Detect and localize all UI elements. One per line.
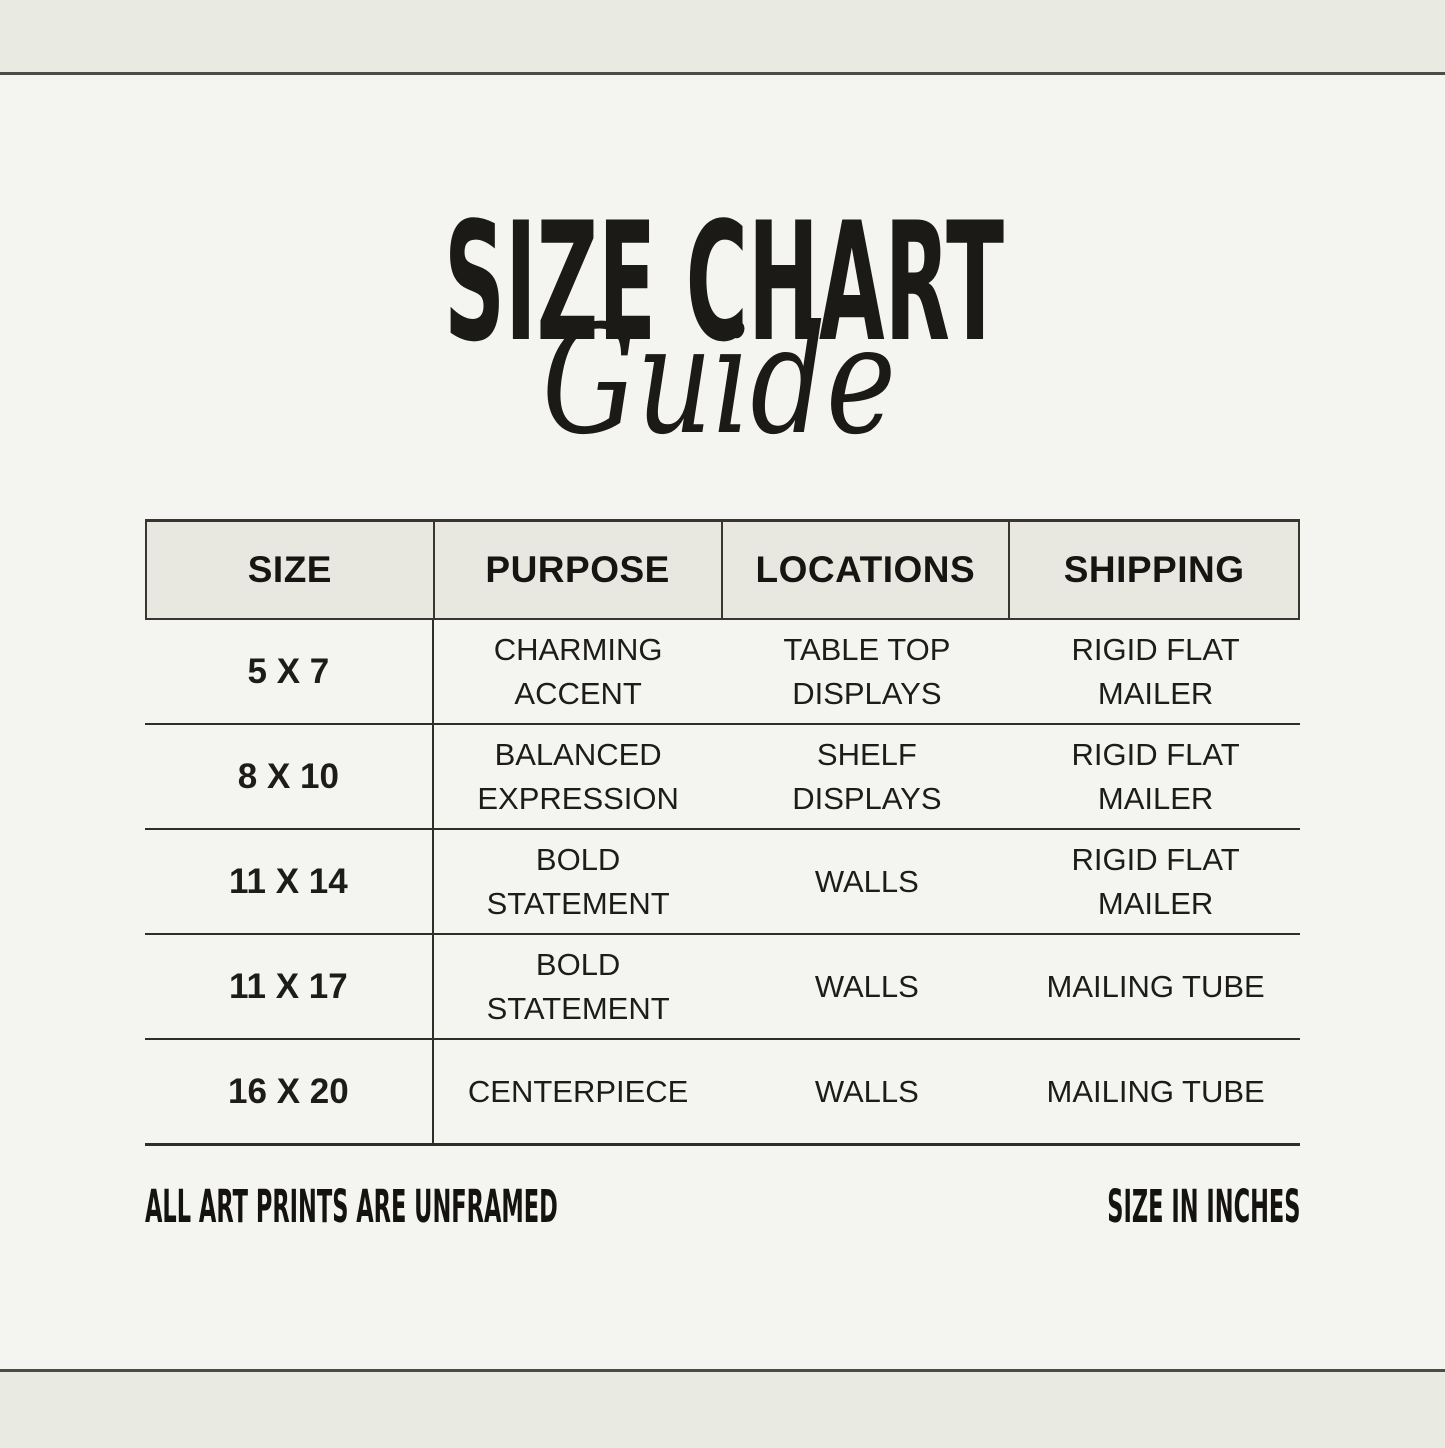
cell-size: 8 X 10 bbox=[145, 725, 434, 828]
unframed-note-text: ALL ART PRINTS ARE UNFRAMED bbox=[145, 1180, 558, 1233]
size-chart-table: SIZE PURPOSE LOCATIONS SHIPPING 5 X 7 CH… bbox=[145, 519, 1300, 1146]
header-size: SIZE bbox=[147, 522, 435, 618]
header-locations: LOCATIONS bbox=[723, 522, 1011, 618]
cell-size: 11 X 17 bbox=[145, 935, 434, 1038]
page-title-script: Guide bbox=[542, 294, 896, 468]
cell-shipping: RIGID FLAT MAILER bbox=[1071, 737, 1240, 816]
cell-purpose: BOLD STATEMENT bbox=[486, 947, 670, 1026]
cell-shipping: RIGID FLAT MAILER bbox=[1071, 842, 1240, 921]
table-row: 5 X 7 CHARMING ACCENT TABLE TOP DISPLAYS… bbox=[145, 620, 1300, 725]
cell-shipping: MAILING TUBE bbox=[1046, 968, 1265, 1004]
table-row: 11 X 14 BOLD STATEMENT WALLS RIGID FLAT … bbox=[145, 830, 1300, 935]
cell-locations: TABLE TOP DISPLAYS bbox=[783, 632, 951, 711]
cell-purpose: CHARMING ACCENT bbox=[493, 632, 663, 711]
table-header-row: SIZE PURPOSE LOCATIONS SHIPPING bbox=[145, 519, 1300, 620]
table-row: 8 X 10 BALANCED EXPRESSION SHELF DISPLAY… bbox=[145, 725, 1300, 830]
title-block: SIZE CHART Guide bbox=[444, 187, 1004, 468]
top-strip bbox=[0, 0, 1445, 75]
cell-size: 5 X 7 bbox=[145, 620, 434, 723]
size-units-note: SIZE IN INCHES bbox=[914, 1180, 1300, 1233]
cell-locations: WALLS bbox=[814, 968, 919, 1004]
cell-size: 11 X 14 bbox=[145, 830, 434, 933]
header-shipping: SHIPPING bbox=[1063, 549, 1245, 590]
cell-purpose: BALANCED EXPRESSION bbox=[477, 737, 679, 816]
cell-size: 16 X 20 bbox=[145, 1040, 434, 1143]
cell-purpose: CENTERPIECE bbox=[467, 1073, 689, 1109]
cell-locations: WALLS bbox=[814, 863, 919, 899]
cell-shipping: RIGID FLAT MAILER bbox=[1071, 632, 1240, 711]
cell-shipping: MAILING TUBE bbox=[1046, 1073, 1265, 1109]
header-purpose: PURPOSE bbox=[435, 522, 723, 618]
page-title: SIZE CHART bbox=[444, 187, 1004, 378]
bottom-strip bbox=[0, 1369, 1445, 1448]
unframed-note: ALL ART PRINTS ARE UNFRAMED bbox=[145, 1184, 971, 1229]
cell-locations: SHELF DISPLAYS bbox=[792, 737, 942, 816]
table-row: 11 X 17 BOLD STATEMENT WALLS MAILING TUB… bbox=[145, 935, 1300, 1040]
cell-locations: WALLS bbox=[814, 1073, 919, 1109]
table-row: 16 X 20 CENTERPIECE WALLS MAILING TUBE bbox=[145, 1040, 1300, 1146]
size-units-note-text: SIZE IN INCHES bbox=[1106, 1180, 1300, 1233]
cell-purpose: BOLD STATEMENT bbox=[486, 842, 670, 921]
